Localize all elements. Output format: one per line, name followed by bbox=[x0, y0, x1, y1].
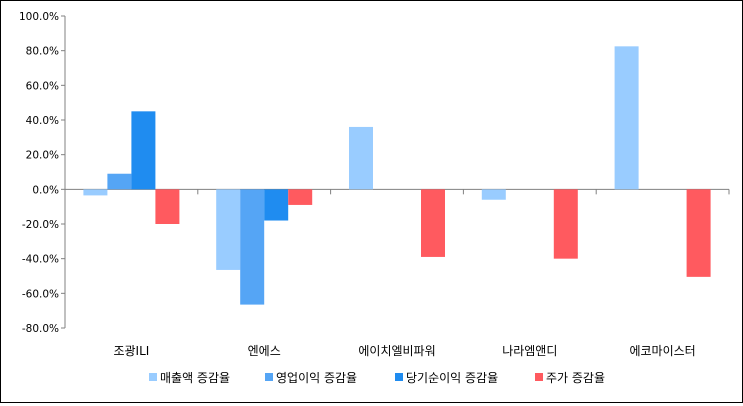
legend-swatch-2 bbox=[265, 373, 273, 381]
y-tick-label: 40.0% bbox=[26, 115, 59, 127]
legend-label-2: 영업이익 증감율 bbox=[276, 371, 357, 385]
legend-swatch-4 bbox=[535, 373, 543, 381]
bar-4-3 bbox=[421, 189, 445, 257]
x-category-label: 에이치엘비파워 bbox=[358, 344, 435, 358]
bar-1-2 bbox=[216, 189, 241, 270]
bar-1-4 bbox=[481, 189, 506, 200]
bar-3-1 bbox=[131, 111, 156, 190]
bar-4-1 bbox=[155, 189, 180, 224]
bar-4-5 bbox=[686, 189, 711, 277]
bar-4-2 bbox=[288, 189, 313, 205]
y-tick-label: -60.0% bbox=[22, 288, 59, 300]
legend-swatch-1 bbox=[149, 373, 157, 381]
x-category-label: 에코마이스터 bbox=[629, 344, 695, 358]
y-tick-label: 20.0% bbox=[26, 150, 59, 162]
bar-1-5 bbox=[614, 46, 639, 190]
y-tick-label: 100.0% bbox=[19, 11, 59, 23]
bar-2-2 bbox=[240, 189, 265, 305]
x-category-label: 조광ILI bbox=[113, 344, 149, 358]
y-tick-label: 60.0% bbox=[26, 80, 59, 92]
y-tick-label: -80.0% bbox=[22, 323, 59, 335]
bar-4-4 bbox=[553, 189, 578, 259]
y-tick-label: -40.0% bbox=[22, 254, 59, 266]
legend-label-1: 매출액 증감율 bbox=[160, 371, 230, 385]
legend-label-3: 당기순이익 증감율 bbox=[406, 371, 498, 385]
y-tick-label: -20.0% bbox=[22, 219, 59, 231]
x-category-label: 엔에스 bbox=[248, 344, 281, 358]
legend-label-4: 주가 증감율 bbox=[546, 371, 605, 385]
x-category-label: 나라엠앤디 bbox=[502, 344, 557, 358]
plot-area: -80.0% -60.0% -40.0% -20.0% 0.0% 20.0% 40.0% 60… bbox=[19, 11, 730, 358]
bar-1-3 bbox=[349, 126, 373, 190]
legend: 매출액 증감율 영업이익 증감율 당기순이익 증감율 주가 증감율 bbox=[149, 371, 605, 385]
y-tick-label: 0.0% bbox=[32, 184, 59, 196]
bar-1-1 bbox=[83, 189, 108, 196]
legend-swatch-3 bbox=[395, 373, 403, 381]
bar-3-2 bbox=[264, 189, 289, 221]
y-tick-label: 80.0% bbox=[26, 46, 59, 58]
bar-2-1 bbox=[107, 173, 132, 190]
